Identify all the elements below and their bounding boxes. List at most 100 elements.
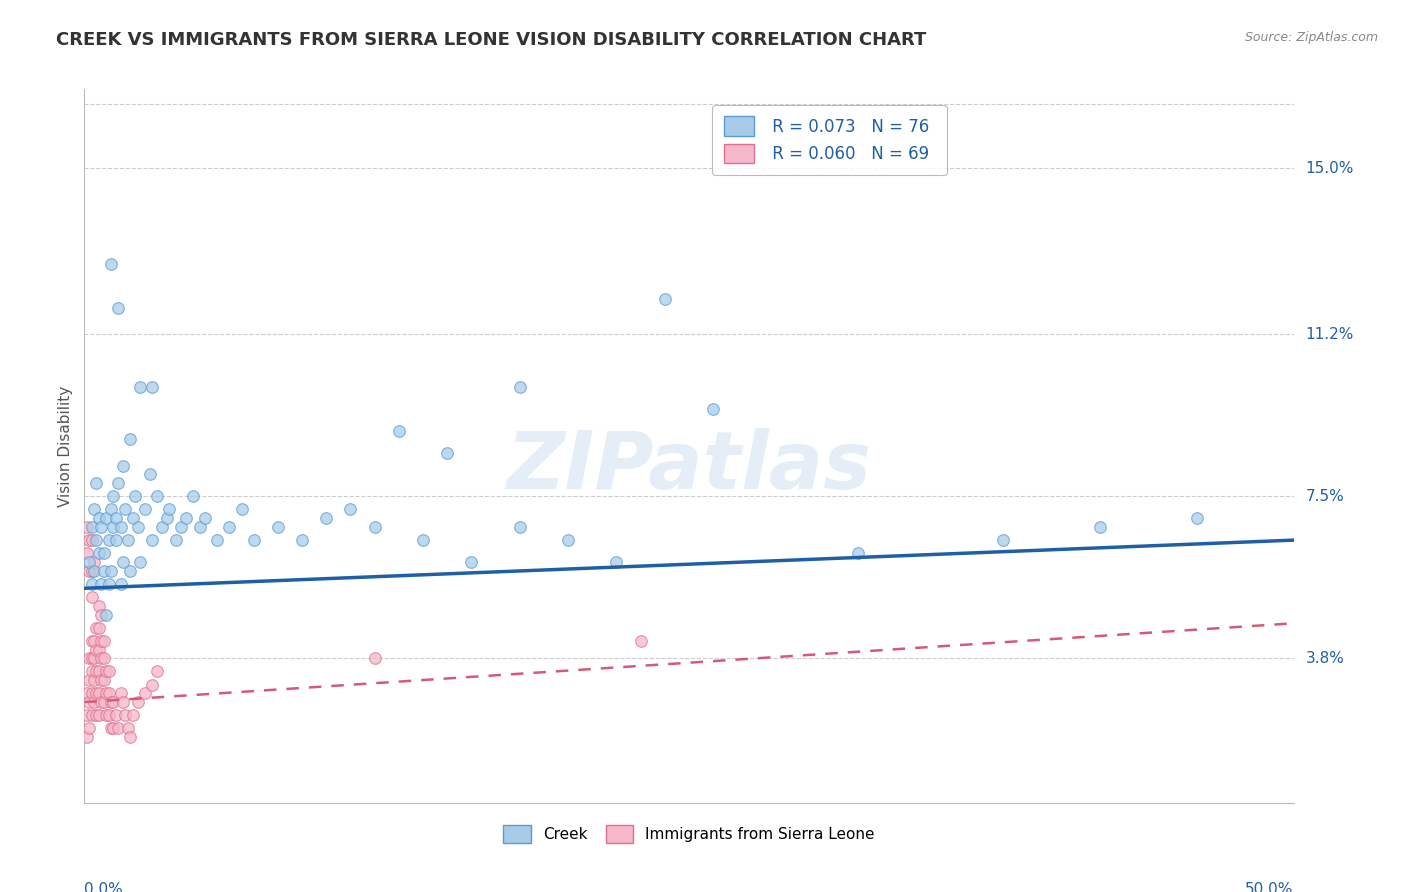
Point bbox=[80, 564, 103, 578]
Point bbox=[117, 722, 139, 736]
Point bbox=[104, 533, 127, 548]
Point bbox=[242, 533, 264, 548]
Text: CREEK VS IMMIGRANTS FROM SIERRA LEONE VISION DISABILITY CORRELATION CHART: CREEK VS IMMIGRANTS FROM SIERRA LEONE VI… bbox=[56, 31, 927, 49]
Text: Source: ZipAtlas.com: Source: ZipAtlas.com bbox=[1244, 31, 1378, 45]
Point bbox=[157, 502, 180, 516]
Point bbox=[127, 520, 149, 534]
Point bbox=[107, 301, 129, 315]
Point bbox=[97, 577, 120, 591]
Point bbox=[104, 511, 127, 525]
Point bbox=[93, 546, 115, 560]
Point bbox=[86, 665, 108, 679]
Point bbox=[702, 401, 724, 416]
Point bbox=[87, 546, 110, 560]
Point bbox=[83, 555, 105, 569]
Point bbox=[97, 665, 120, 679]
Point bbox=[110, 520, 132, 534]
Point bbox=[90, 520, 112, 534]
Point bbox=[509, 520, 531, 534]
Point bbox=[114, 502, 136, 516]
Point bbox=[76, 520, 98, 534]
Point bbox=[87, 642, 110, 657]
Point bbox=[150, 520, 173, 534]
Point bbox=[114, 708, 136, 723]
Point bbox=[117, 533, 139, 548]
Point bbox=[93, 695, 115, 709]
Point bbox=[103, 722, 125, 736]
Point bbox=[100, 695, 122, 709]
Point bbox=[339, 502, 361, 516]
Point bbox=[80, 633, 103, 648]
Point bbox=[460, 555, 482, 569]
Point bbox=[83, 651, 105, 665]
Point bbox=[134, 502, 156, 516]
Point bbox=[97, 708, 120, 723]
Point bbox=[77, 651, 100, 665]
Point bbox=[194, 511, 217, 525]
Point bbox=[104, 708, 127, 723]
Point bbox=[80, 590, 103, 604]
Point bbox=[129, 555, 152, 569]
Point bbox=[90, 673, 112, 688]
Point bbox=[97, 686, 120, 700]
Y-axis label: Vision Disability: Vision Disability bbox=[58, 385, 73, 507]
Point bbox=[77, 564, 100, 578]
Point bbox=[112, 458, 135, 473]
Point bbox=[141, 380, 163, 394]
Point bbox=[112, 695, 135, 709]
Point bbox=[76, 730, 98, 744]
Point bbox=[77, 555, 100, 569]
Point bbox=[146, 665, 169, 679]
Point bbox=[83, 564, 105, 578]
Point bbox=[993, 533, 1015, 548]
Point bbox=[94, 665, 117, 679]
Point bbox=[124, 489, 146, 503]
Point bbox=[436, 445, 458, 459]
Point bbox=[120, 433, 142, 447]
Point bbox=[77, 673, 100, 688]
Point bbox=[1088, 520, 1111, 534]
Point bbox=[80, 533, 103, 548]
Point bbox=[120, 730, 142, 744]
Point bbox=[107, 476, 129, 491]
Legend: Creek, Immigrants from Sierra Leone: Creek, Immigrants from Sierra Leone bbox=[496, 819, 882, 848]
Point bbox=[509, 380, 531, 394]
Point bbox=[76, 686, 98, 700]
Point bbox=[121, 708, 143, 723]
Point bbox=[363, 651, 385, 665]
Point bbox=[80, 651, 103, 665]
Point bbox=[87, 599, 110, 613]
Point bbox=[654, 293, 676, 307]
Point bbox=[112, 555, 135, 569]
Point bbox=[76, 546, 98, 560]
Point bbox=[103, 520, 125, 534]
Point bbox=[388, 424, 411, 438]
Point bbox=[103, 489, 125, 503]
Point bbox=[100, 502, 122, 516]
Point bbox=[76, 708, 98, 723]
Point bbox=[103, 695, 125, 709]
Point bbox=[86, 686, 108, 700]
Point bbox=[83, 502, 105, 516]
Point bbox=[170, 520, 193, 534]
Point bbox=[80, 577, 103, 591]
Point bbox=[315, 511, 337, 525]
Point bbox=[77, 695, 100, 709]
Point bbox=[291, 533, 314, 548]
Point bbox=[90, 577, 112, 591]
Point bbox=[141, 533, 163, 548]
Point bbox=[190, 520, 212, 534]
Point bbox=[87, 511, 110, 525]
Point bbox=[83, 673, 105, 688]
Point bbox=[90, 633, 112, 648]
Point bbox=[146, 489, 169, 503]
Point bbox=[363, 520, 385, 534]
Point bbox=[129, 380, 152, 394]
Point bbox=[107, 722, 129, 736]
Text: 7.5%: 7.5% bbox=[1306, 489, 1344, 504]
Point bbox=[83, 695, 105, 709]
Point bbox=[80, 665, 103, 679]
Point bbox=[77, 533, 100, 548]
Point bbox=[93, 651, 115, 665]
Point bbox=[174, 511, 197, 525]
